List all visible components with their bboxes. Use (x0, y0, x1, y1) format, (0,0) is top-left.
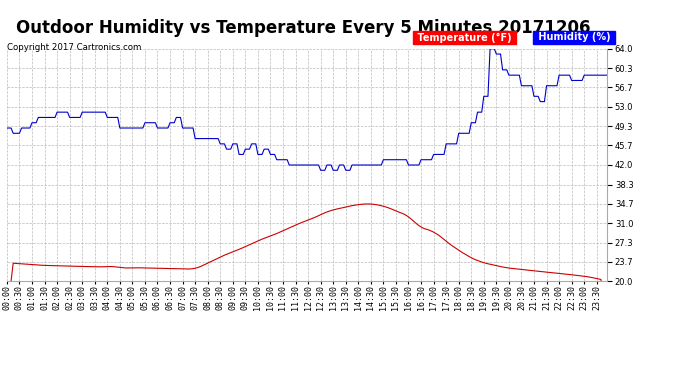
Text: Humidity (%): Humidity (%) (535, 33, 613, 42)
Text: Temperature (°F): Temperature (°F) (414, 33, 515, 42)
Text: Outdoor Humidity vs Temperature Every 5 Minutes 20171206: Outdoor Humidity vs Temperature Every 5 … (17, 19, 591, 37)
Text: Copyright 2017 Cartronics.com: Copyright 2017 Cartronics.com (7, 43, 141, 52)
